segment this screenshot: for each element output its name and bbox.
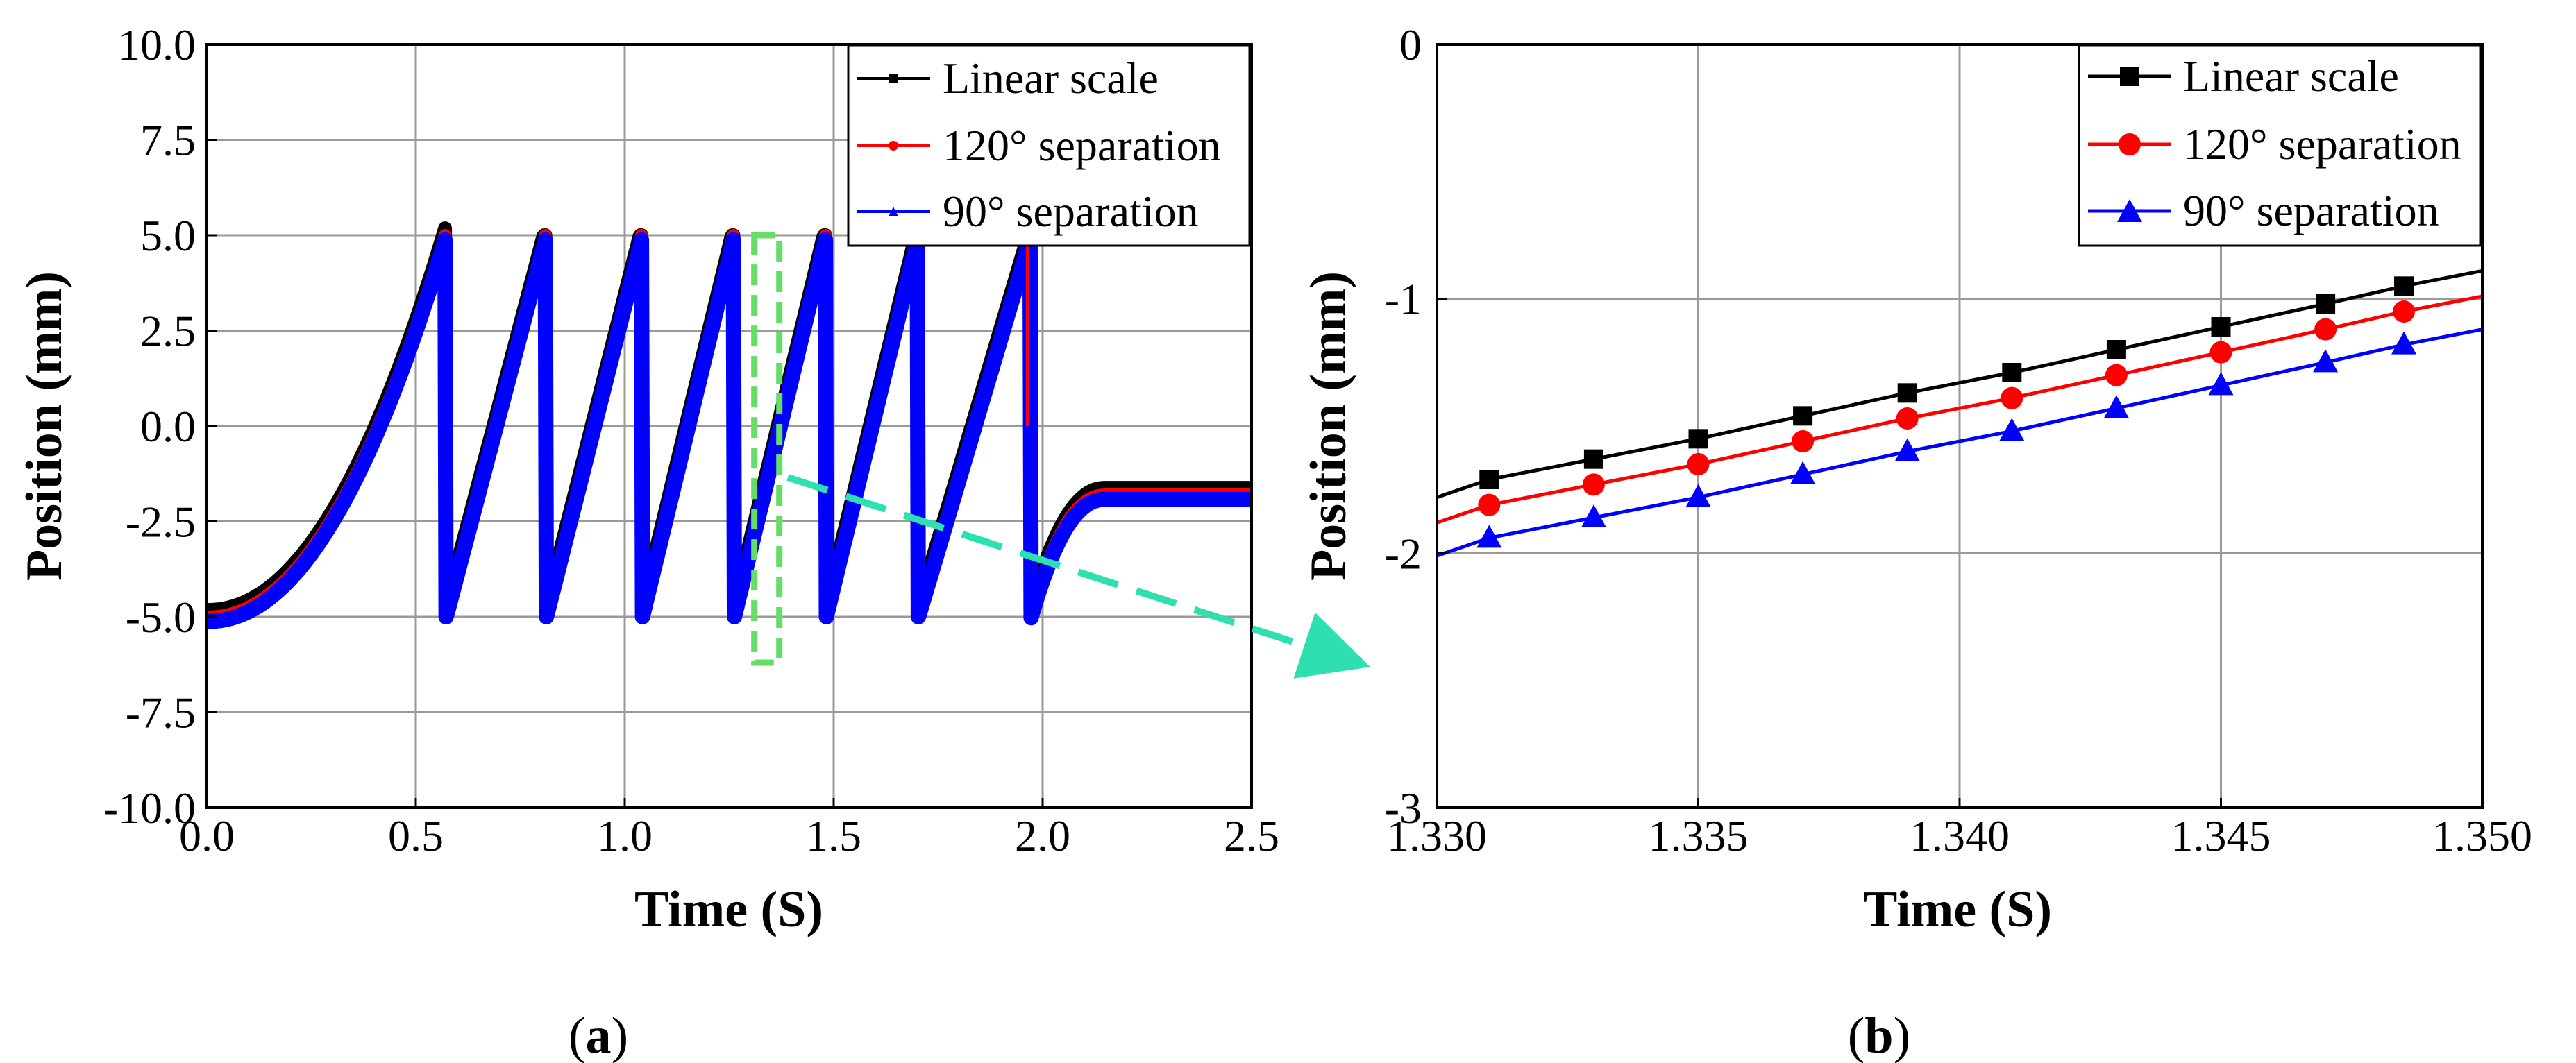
x-tick-label-b: 1.330 <box>1387 811 1487 860</box>
series-line-a-2 <box>207 232 1252 629</box>
data-point-b-linear <box>1793 406 1813 426</box>
data-point-b-120 <box>1687 453 1710 475</box>
caption-a: (a) <box>569 1007 628 1063</box>
y-tick-label-a: -10.0 <box>103 783 196 833</box>
legend-label-90-b: 90° separation <box>2183 186 2439 235</box>
data-point-b-90 <box>2391 331 2417 355</box>
y-axis-label-b: Position (mm) <box>1300 271 1357 581</box>
x-axis-label-b: Time (S) <box>1863 881 2052 938</box>
data-point-b-120 <box>1896 407 1919 430</box>
caption-a-letter: a <box>586 1007 612 1063</box>
y-tick-label-a: -5.0 <box>126 593 196 642</box>
y-tick-label-b: -3 <box>1385 783 1422 833</box>
legend-label-120-b: 120° separation <box>2183 119 2461 169</box>
data-point-b-90 <box>2208 372 2234 396</box>
legend-marker-square-a <box>889 74 898 83</box>
data-point-b-90 <box>1581 504 1606 527</box>
x-tick-label-b: 1.340 <box>1910 811 2010 860</box>
data-point-b-90 <box>1999 418 2025 441</box>
legend-marker-square-b <box>2120 67 2139 86</box>
series-a <box>207 221 1252 629</box>
data-point-b-linear <box>2316 294 2336 314</box>
data-point-b-120 <box>1478 493 1501 516</box>
ticks-b: 1.330 1.335 1.340 1.345 1.350 0 -1 -2 -3 <box>1385 20 2532 860</box>
x-tick-label-a: 0.5 <box>388 811 444 860</box>
data-point-b-120 <box>1792 430 1815 452</box>
data-point-b-120 <box>2105 364 2128 386</box>
y-tick-label-b: -1 <box>1385 275 1422 324</box>
legend-a: Linear scale 120° separation 90° separat… <box>847 44 1251 247</box>
data-point-b-linear <box>1688 429 1708 449</box>
legend-marker-circle-b <box>2119 133 2141 155</box>
caption-b: (b) <box>1848 1007 1910 1063</box>
y-tick-label-a: -7.5 <box>126 688 196 738</box>
x-tick-label-a: 2.0 <box>1015 811 1070 860</box>
x-tick-label-a: 0.0 <box>179 811 235 860</box>
data-point-b-linear <box>2394 276 2414 296</box>
data-point-b-120 <box>1582 473 1605 496</box>
data-point-b-90 <box>2313 349 2339 373</box>
y-tick-label-a: 10.0 <box>118 20 196 69</box>
zoom-arrow <box>786 474 1371 679</box>
y-tick-label-a: 0.0 <box>140 402 196 451</box>
x-tick-label-a: 1.5 <box>806 811 861 860</box>
data-point-b-linear <box>1583 449 1603 469</box>
legend-b: Linear scale 120° separation 90° separat… <box>2078 44 2482 247</box>
legend-marker-triangle-a <box>889 207 898 216</box>
data-point-b-linear <box>2106 340 2126 359</box>
panel-a: 0.0 0.5 1.0 1.5 2.0 2.5 10.0 7.5 5.0 2.5 0.0 -2.5 -5… <box>16 20 1279 1063</box>
series-line-b-2 <box>1437 328 2482 558</box>
y-tick-label-a: 5.0 <box>140 211 196 260</box>
data-point-b-90 <box>1685 484 1711 507</box>
legend-label-120-a: 120° separation <box>943 121 1221 170</box>
legend-marker-circle-a <box>889 141 898 151</box>
data-point-b-90 <box>1894 438 1920 461</box>
data-point-b-120 <box>2393 300 2416 323</box>
y-tick-label-b: -2 <box>1385 529 1422 578</box>
x-tick-label-b: 1.350 <box>2432 811 2532 860</box>
data-point-b-120 <box>2314 318 2337 341</box>
data-point-b-120 <box>2209 341 2232 364</box>
y-tick-label-a: -2.5 <box>126 498 196 547</box>
legend-label-90-a: 90° separation <box>943 187 1199 236</box>
series-line-b-0 <box>1437 269 2482 500</box>
data-point-b-linear <box>1479 470 1499 489</box>
data-point-b-linear <box>2211 317 2231 337</box>
x-tick-label-a: 2.5 <box>1224 811 1279 860</box>
data-point-b-90 <box>2103 395 2129 418</box>
data-point-b-90 <box>1476 525 1502 548</box>
y-tick-label-a: 2.5 <box>140 307 196 356</box>
data-point-b-120 <box>2001 386 2023 409</box>
series-line-b-1 <box>1437 294 2482 525</box>
y-axis-label-a: Position (mm) <box>16 271 73 581</box>
zoom-box <box>751 232 783 666</box>
data-point-b-linear <box>1897 383 1917 403</box>
data-point-b-linear <box>2002 363 2022 382</box>
data-point-b-90 <box>1790 461 1816 484</box>
ticks-a: 0.0 0.5 1.0 1.5 2.0 2.5 10.0 7.5 5.0 2.5 0.0 -2.5 -5… <box>103 20 1279 860</box>
series-b <box>1437 269 2482 558</box>
x-tick-label-b: 1.335 <box>1649 811 1749 860</box>
x-axis-label-a: Time (S) <box>634 881 823 938</box>
y-tick-label-b: 0 <box>1399 20 1422 69</box>
x-tick-label-b: 1.345 <box>2171 811 2271 860</box>
legend-marker-triangle-b <box>2117 199 2142 222</box>
caption-b-letter: b <box>1864 1007 1893 1063</box>
legend-label-linear-b: Linear scale <box>2183 51 2399 101</box>
panel-b: 1.330 1.335 1.340 1.345 1.350 0 -1 -2 -3 Time (S… <box>1300 20 2532 1063</box>
x-tick-label-a: 1.0 <box>597 811 653 860</box>
y-tick-label-a: 7.5 <box>140 116 196 165</box>
legend-label-linear-a: Linear scale <box>943 53 1159 103</box>
